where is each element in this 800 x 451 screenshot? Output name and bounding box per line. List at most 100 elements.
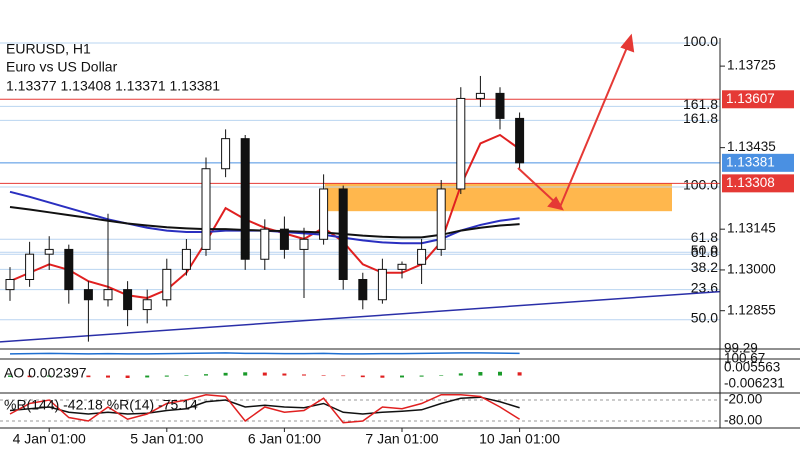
ao-bar: [47, 375, 52, 377]
x-tick-label: 4 Jan 01:00: [13, 431, 86, 447]
ao-label: AO 0.002397: [4, 365, 87, 381]
candle-body: [495, 92, 505, 119]
ao-bar: [478, 372, 483, 376]
y-tick-label: 1.12855: [727, 302, 776, 317]
candle-body: [64, 248, 74, 291]
ao-bar: [106, 375, 110, 378]
ao-bar: [125, 375, 130, 378]
candle-body: [319, 188, 329, 240]
candle-body: [417, 248, 427, 265]
fib-label: 50.0: [691, 309, 718, 325]
candle-body: [377, 268, 387, 301]
candle-body: [299, 238, 309, 250]
candle-body: [260, 228, 270, 260]
description: Euro vs US Dollar: [6, 59, 118, 75]
price-box: [722, 153, 794, 172]
x-tick-label: 5 Jan 01:00: [130, 431, 203, 447]
projection-arrows: [517, 33, 635, 211]
arrow: [559, 44, 629, 208]
candle-body: [5, 278, 15, 291]
fib-label: 100.0: [683, 177, 718, 193]
ao-bar: [66, 375, 71, 377]
wpr-tick-label: -20.00: [724, 392, 762, 407]
price-label: 1.13607: [726, 91, 775, 106]
ao-bar: [223, 372, 228, 376]
ao-bar: [321, 375, 326, 376]
ao-bar: [204, 374, 208, 376]
fib-label: 61.8: [691, 244, 718, 260]
zone: [325, 183, 672, 212]
candle-body: [221, 138, 231, 170]
candle-body: [142, 299, 152, 311]
ao-bar: [8, 375, 12, 377]
candle-body: [44, 248, 54, 255]
candle-body: [338, 188, 348, 280]
candle-body: [25, 253, 35, 280]
x-tick-label: 10 Jan 01:00: [479, 431, 560, 447]
ao-bar: [498, 371, 502, 376]
candle-body: [515, 117, 525, 164]
ao-bar: [380, 375, 385, 378]
osc-max-label: 99.29: [724, 341, 758, 356]
y-tick-label: 1.13435: [727, 139, 776, 154]
ao-bar: [341, 375, 346, 377]
candle-body: [240, 138, 250, 260]
wpr-tick-label: -80.00: [724, 413, 762, 428]
fib-label: 161.8: [683, 96, 718, 112]
ao-bar: [419, 375, 424, 377]
fib-label: 100.0: [683, 33, 718, 49]
ao-bar: [145, 375, 150, 378]
ao-bar: [400, 375, 404, 378]
candle-body: [475, 92, 485, 99]
ao-max-label: 0.005563: [724, 360, 780, 375]
arrow: [517, 167, 559, 206]
osc-min-label: 100.67: [724, 351, 765, 366]
price-label: 1.13308: [726, 175, 775, 190]
symbol: EURUSD, H1: [6, 41, 91, 57]
wpr-line: [9, 393, 520, 424]
candle-body: [279, 228, 289, 250]
candle-body: [162, 268, 172, 301]
ao-bar: [517, 372, 522, 376]
candle-body: [181, 248, 191, 270]
ao-bar: [360, 375, 365, 378]
candle-body: [358, 278, 368, 301]
ao-min-label: -0.006231: [724, 376, 785, 391]
fib-label: 61.8: [691, 229, 718, 245]
price-label: 1.13381: [726, 154, 775, 169]
x-tick-label: 6 Jan 01:00: [248, 431, 321, 447]
y-tick-label: 1.13000: [727, 261, 776, 276]
candle-body: [436, 188, 446, 250]
ao-bar: [184, 375, 189, 376]
fib-label: 23.6: [691, 279, 718, 295]
candle-body: [397, 263, 407, 270]
candle-body: [456, 97, 466, 190]
x-tick-label: 7 Jan 01:00: [365, 431, 438, 447]
candle-body: [123, 289, 133, 311]
y-tick-label: 1.13145: [727, 221, 776, 236]
ao-bar: [262, 372, 267, 376]
ao-bar: [86, 375, 91, 378]
arrow-head: [547, 196, 564, 211]
trendline: [0, 290, 721, 343]
ao-bar: [27, 375, 32, 378]
ao-bar: [439, 375, 444, 376]
candle-body: [83, 289, 93, 301]
arrow-head: [620, 33, 635, 53]
ao-bar: [164, 375, 169, 377]
price-box: [722, 90, 794, 109]
ao-bar: [282, 373, 287, 376]
fib-label: 161.8: [683, 110, 718, 126]
y-tick-label: 1.13725: [727, 58, 776, 73]
ao-bar: [458, 373, 463, 376]
ao-bar: [302, 374, 306, 376]
candle-body: [103, 289, 113, 301]
ao-bar: [243, 372, 248, 376]
oscillator-line: [9, 352, 520, 355]
candle-body: [201, 168, 211, 250]
price-box: [722, 174, 794, 193]
quote: 1.13377 1.13408 1.13371 1.13381: [6, 78, 220, 94]
wpr-line: [9, 396, 520, 415]
